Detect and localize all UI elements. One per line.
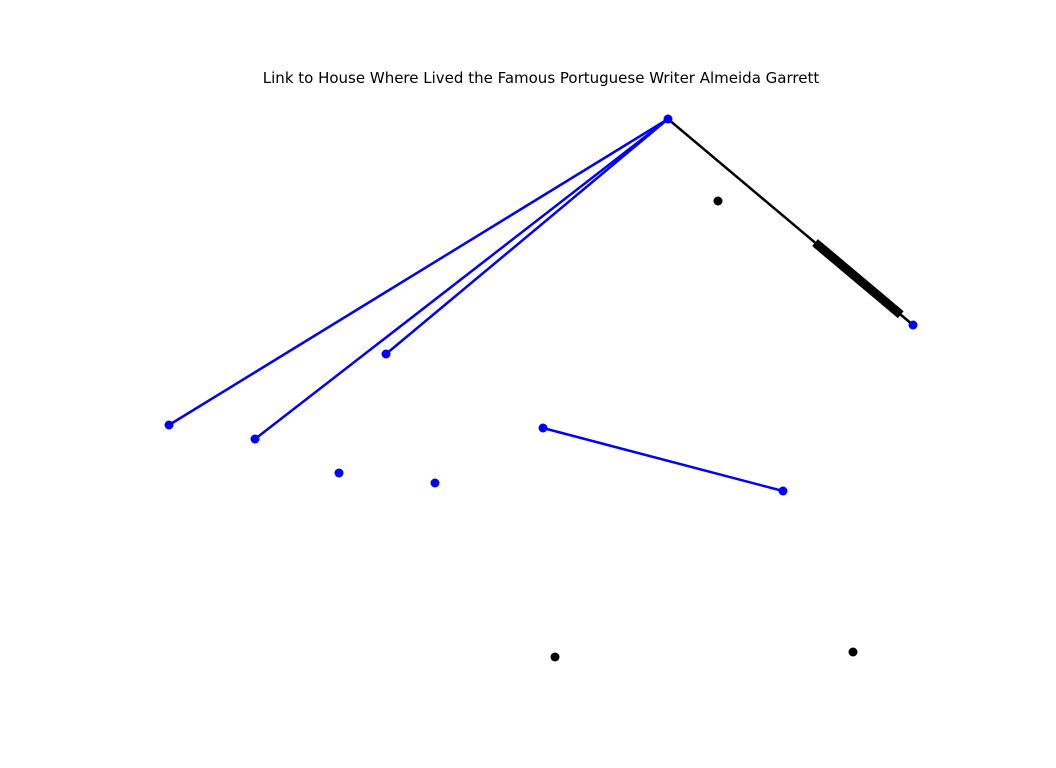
edge-n8-n10 [542,426,784,493]
node-n4 [381,349,391,359]
node-n1 [663,114,673,124]
node-n9 [430,478,440,488]
edge-arrowhead-n1-n3 [812,239,904,319]
node-n10 [778,486,788,496]
node-n11 [550,652,560,662]
node-n2 [713,196,723,206]
node-n5 [164,420,174,430]
nodes-layer [164,114,918,662]
edge-n1-n5 [168,117,669,427]
edge-n1-n6 [254,118,669,440]
diagram-title: Link to House Where Lived the Famous Por… [262,69,820,87]
node-n3 [908,320,918,330]
edge-n1-n4 [385,118,669,355]
node-n12 [848,647,858,657]
node-n7 [334,468,344,478]
edges-layer [168,117,914,493]
node-n6 [250,434,260,444]
node-n8 [538,423,548,433]
